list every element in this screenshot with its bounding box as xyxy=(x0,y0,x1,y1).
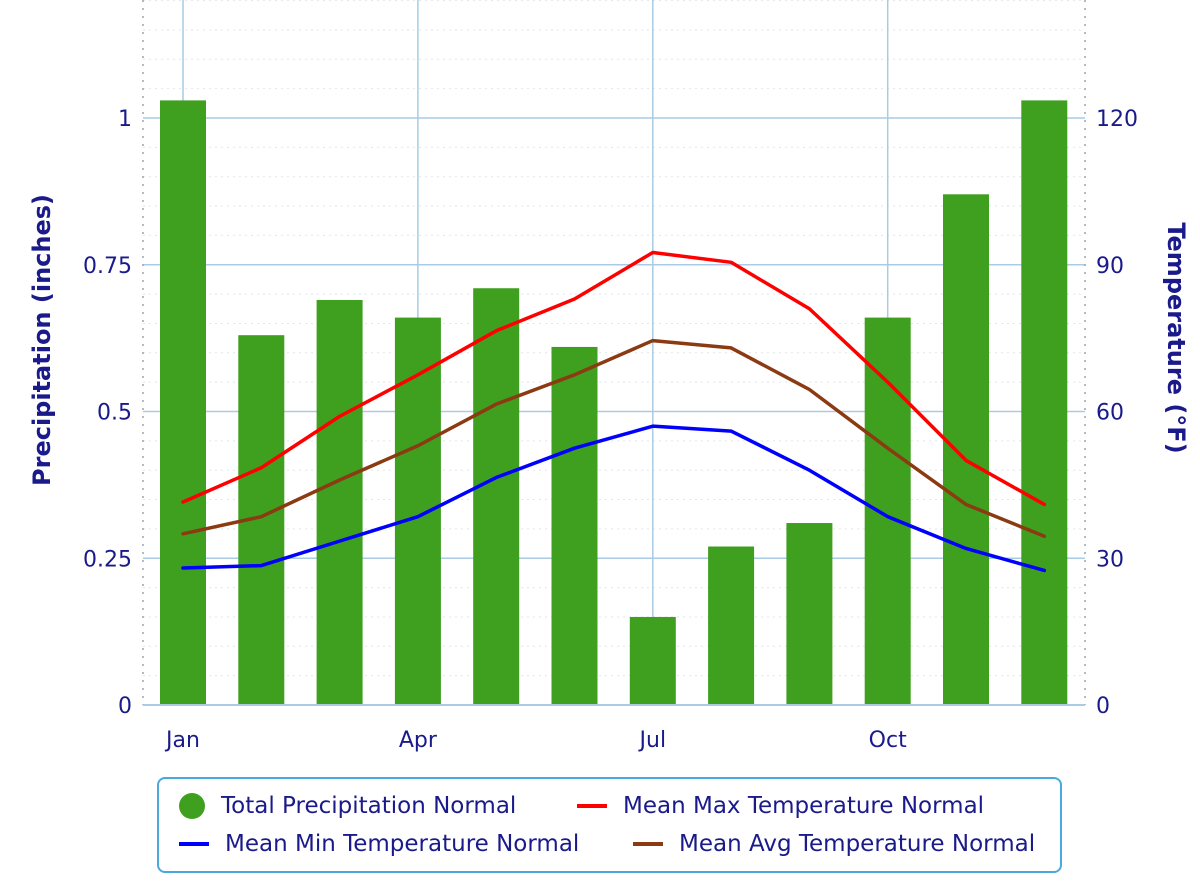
precipitation-bar xyxy=(708,546,755,705)
legend-item-avg-temp[interactable]: Mean Avg Temperature Normal xyxy=(633,831,1035,857)
legend-label-avg-temp: Mean Avg Temperature Normal xyxy=(679,831,1036,857)
x-tick-label: Apr xyxy=(399,728,438,753)
right-y-tick-label: 30 xyxy=(1096,547,1124,572)
precipitation-bar xyxy=(473,288,520,705)
legend-item-min-temp[interactable]: Mean Min Temperature Normal xyxy=(179,831,579,857)
precipitation-bar xyxy=(943,194,989,705)
mean-avg-temperature-normal-line xyxy=(181,338,1047,538)
right-axis-title: Temperature (°F) xyxy=(1162,222,1190,453)
left-y-tick-label: 0.25 xyxy=(83,547,132,572)
precipitation-bar xyxy=(551,346,598,705)
legend-marker-avg-temp xyxy=(633,842,663,846)
precipitation-bar xyxy=(864,317,911,705)
x-tick-label: Oct xyxy=(869,728,907,753)
precipitation-bar xyxy=(786,523,833,705)
precipitation-bar xyxy=(1021,100,1068,705)
right-y-tick-label: 60 xyxy=(1096,401,1124,426)
precipitation-bar xyxy=(629,616,676,705)
left-y-tick-label: 1 xyxy=(118,107,132,132)
right-y-tick-label: 90 xyxy=(1096,254,1124,279)
temperature-lines xyxy=(181,250,1047,573)
x-tick-label: Jul xyxy=(638,728,667,753)
chart-legend: Total Precipitation Normal Mean Max Temp… xyxy=(157,777,1062,873)
x-tick-label: Jan xyxy=(164,728,200,753)
legend-marker-min-temp xyxy=(179,842,209,846)
mean-min-temperature-normal-line xyxy=(181,424,1047,573)
legend-item-precipitation[interactable]: Total Precipitation Normal xyxy=(179,793,516,819)
legend-marker-precipitation xyxy=(179,793,205,819)
precipitation-bar xyxy=(316,299,363,705)
legend-marker-max-temp xyxy=(577,804,607,808)
left-axis-title: Precipitation (inches) xyxy=(28,194,56,486)
left-y-tick-label: 0.75 xyxy=(83,254,132,279)
legend-item-max-temp[interactable]: Mean Max Temperature Normal xyxy=(577,793,984,819)
left-y-tick-label: 0 xyxy=(118,694,132,719)
right-y-tick-label: 120 xyxy=(1096,107,1138,132)
mean-max-temperature-normal-line xyxy=(181,250,1047,507)
axes: Jan Apr Jul Oct 0 0.25 0.5 0.75 1 0 30 60 90 120 xyxy=(83,0,1138,753)
legend-label-max-temp: Mean Max Temperature Normal xyxy=(623,793,985,819)
left-y-tick-label: 0.5 xyxy=(97,401,132,426)
legend-label-precipitation: Total Precipitation Normal xyxy=(221,793,517,819)
precipitation-bar xyxy=(160,100,206,705)
precipitation-bars xyxy=(160,100,1068,705)
legend-label-min-temp: Mean Min Temperature Normal xyxy=(225,831,580,857)
right-y-tick-label: 0 xyxy=(1096,694,1110,719)
